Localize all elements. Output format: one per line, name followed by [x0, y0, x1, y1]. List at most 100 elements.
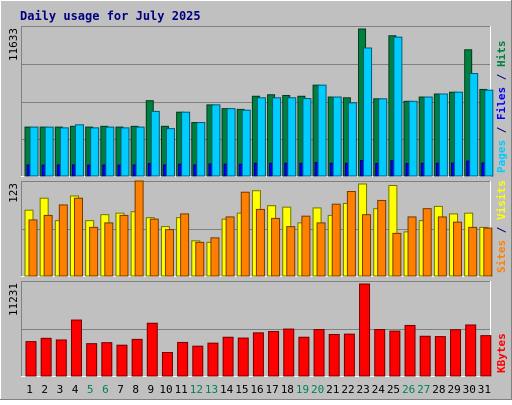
bar-kbytes-day-24 — [374, 329, 386, 377]
bar-pages-day-1 — [29, 126, 39, 177]
panel-kbytes: 11231 KBytes — [7, 281, 508, 377]
bar-sites-day-30 — [468, 226, 478, 277]
bar-sites-day-19 — [301, 215, 311, 277]
bar-sites-day-5 — [89, 226, 99, 277]
bar-pages-day-11 — [181, 111, 191, 177]
bar-pages-day-8 — [135, 126, 145, 177]
bar-pages-day-18 — [287, 97, 297, 177]
bar-pages-day-15 — [241, 109, 251, 177]
bar-sites-day-16 — [255, 208, 265, 277]
legend-separator: / — [495, 220, 508, 240]
bar-sites-day-7 — [119, 214, 129, 277]
bar-kbytes-day-9 — [146, 322, 158, 377]
x-tick-label-day-7: 7 — [117, 383, 124, 396]
bar-sites-day-14 — [225, 216, 235, 277]
legend-label-files: Files — [495, 87, 508, 120]
bar-kbytes-day-30 — [465, 324, 477, 377]
bar-pages-day-5 — [90, 127, 100, 177]
y-axis-max-label: 11633 — [7, 28, 20, 61]
bar-sites-day-6 — [104, 222, 114, 277]
bar-sites-day-28 — [437, 216, 447, 277]
bar-kbytes-day-8 — [131, 338, 143, 377]
bar-sites-day-22 — [346, 190, 356, 277]
bar-kbytes-day-28 — [434, 336, 446, 377]
bar-sites-day-1 — [28, 219, 38, 277]
x-tick-label-day-29: 29 — [447, 383, 460, 396]
bar-pages-day-19 — [302, 98, 312, 177]
legend-separator: / — [495, 120, 508, 140]
legend-label-pages: Pages — [495, 140, 508, 173]
bar-kbytes-day-26 — [404, 324, 416, 377]
bar-pages-day-7 — [120, 127, 130, 177]
legend-label-visits: Visits — [495, 180, 508, 220]
x-tick-label-day-25: 25 — [387, 383, 400, 396]
bar-pages-day-13 — [211, 104, 221, 177]
bar-pages-day-9 — [150, 110, 160, 177]
bar-sites-day-3 — [58, 204, 68, 277]
bar-sites-day-31 — [483, 227, 493, 277]
x-tick-label-day-12: 12 — [190, 383, 203, 396]
x-tick-label-day-6: 6 — [102, 383, 109, 396]
bar-pages-day-27 — [423, 96, 433, 177]
bar-kbytes-day-4 — [70, 319, 82, 377]
bar-sites-day-8 — [134, 180, 144, 277]
bar-sites-day-9 — [149, 218, 159, 277]
x-tick-label-day-22: 22 — [341, 383, 354, 396]
bar-sites-day-4 — [73, 197, 83, 277]
bar-pages-day-26 — [408, 100, 418, 177]
bar-pages-day-10 — [165, 128, 175, 177]
bar-kbytes-day-16 — [252, 332, 264, 377]
panel-visits_sites: 123 Sites / Visits — [7, 180, 508, 277]
bar-sites-day-29 — [453, 221, 463, 277]
bar-pages-day-31 — [484, 89, 494, 177]
bar-kbytes-day-20 — [313, 329, 325, 377]
bar-sites-day-10 — [164, 229, 174, 277]
legend-label-kbytes: KBytes — [495, 333, 508, 373]
bar-sites-day-26 — [407, 216, 417, 277]
panel-hits_files_pages: 11633 Pages / Files / Hits — [7, 26, 508, 177]
y-axis-max-label: 11231 — [7, 283, 20, 316]
bar-pages-day-21 — [332, 96, 342, 177]
bar-pages-day-25 — [393, 36, 403, 177]
bar-kbytes-day-7 — [116, 344, 128, 377]
bar-kbytes-day-17 — [268, 331, 280, 377]
x-tick-label-day-26: 26 — [402, 383, 415, 396]
bar-sites-day-27 — [422, 208, 432, 277]
bar-sites-day-24 — [377, 199, 387, 277]
bar-kbytes-day-22 — [343, 333, 355, 377]
bar-kbytes-day-15 — [237, 337, 249, 377]
bar-kbytes-day-31 — [480, 335, 492, 377]
bar-sites-day-20 — [316, 222, 326, 277]
x-tick-label-day-8: 8 — [132, 383, 139, 396]
bar-sites-day-25 — [392, 232, 402, 277]
x-tick-label-day-5: 5 — [87, 383, 94, 396]
bar-sites-day-11 — [180, 213, 190, 277]
bar-kbytes-day-14 — [222, 336, 234, 377]
bar-kbytes-day-18 — [283, 328, 295, 377]
bar-pages-day-24 — [378, 98, 388, 177]
bar-kbytes-day-19 — [298, 336, 310, 377]
x-tick-label-day-30: 30 — [463, 383, 476, 396]
x-tick-label-day-15: 15 — [235, 383, 248, 396]
bar-pages-day-16 — [256, 97, 266, 177]
bar-kbytes-day-12 — [192, 345, 204, 377]
bar-pages-day-22 — [347, 102, 357, 177]
bar-pages-day-29 — [454, 91, 464, 177]
bar-pages-day-4 — [74, 124, 84, 177]
y-axis-max-label: 123 — [7, 183, 20, 203]
chart-panels: 11633 Pages / Files / Hits 123 Sites / Visi… — [7, 26, 508, 377]
legend-label-sites: Sites — [495, 240, 508, 273]
x-tick-label-day-23: 23 — [357, 383, 370, 396]
bar-pages-day-23 — [363, 47, 373, 177]
x-tick-label-day-31: 31 — [478, 383, 491, 396]
bar-kbytes-day-2 — [40, 337, 52, 377]
bar-sites-day-12 — [195, 241, 205, 277]
bar-kbytes-day-10 — [161, 351, 173, 377]
x-tick-label-day-16: 16 — [250, 383, 263, 396]
bar-sites-day-18 — [286, 226, 296, 277]
x-tick-label-day-13: 13 — [205, 383, 218, 396]
x-tick-label-day-11: 11 — [175, 383, 188, 396]
x-tick-label-day-2: 2 — [41, 383, 48, 396]
bar-kbytes-day-11 — [177, 341, 189, 377]
